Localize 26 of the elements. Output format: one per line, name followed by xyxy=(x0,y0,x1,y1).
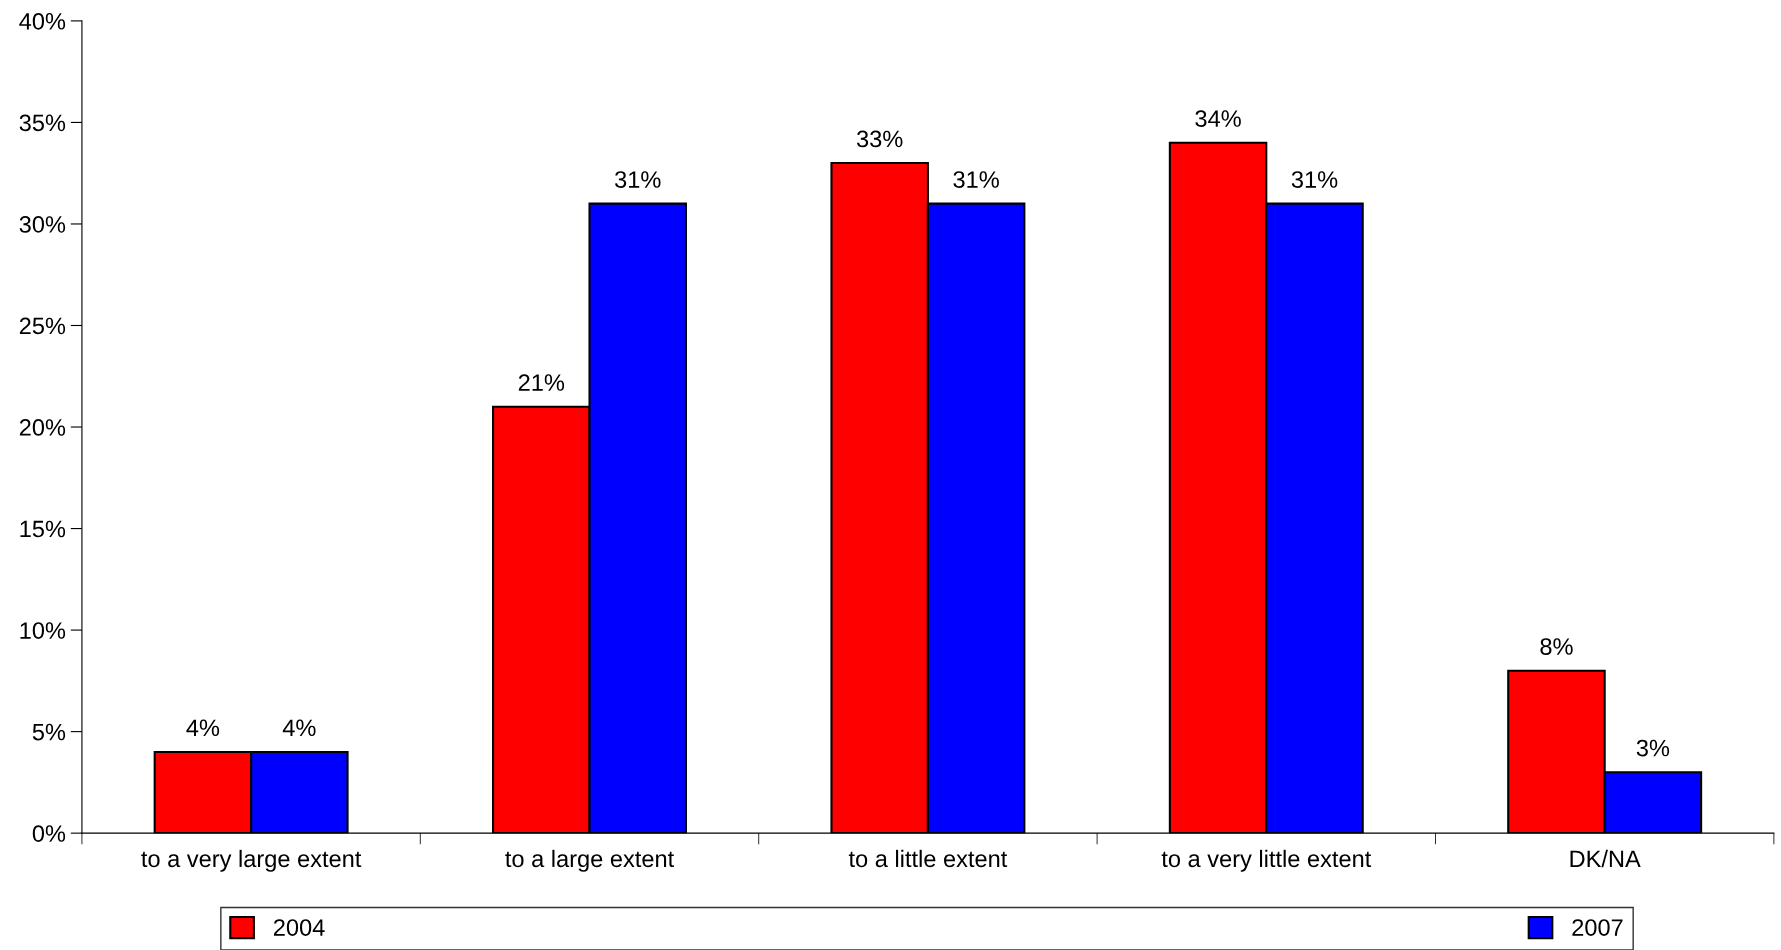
x-tick-label: DK/NA xyxy=(1570,849,1641,868)
y-tick-label: 10% xyxy=(20,622,66,639)
data-label: 34% xyxy=(1195,110,1241,127)
data-label: 8% xyxy=(1540,638,1573,655)
x-tick-label: to a very little extent xyxy=(1161,849,1372,872)
y-tick-label: 15% xyxy=(20,520,66,538)
data-label: 31% xyxy=(1291,171,1338,188)
x-tick-label: to a little extent xyxy=(848,849,1008,868)
data-label: 4% xyxy=(186,719,220,737)
data-label: 3% xyxy=(1636,739,1670,757)
y-tick-label: 20% xyxy=(19,419,66,436)
data-label: 31% xyxy=(953,171,999,188)
y-tick-label: 25% xyxy=(19,317,66,335)
legend-label: 2007 xyxy=(1572,919,1623,936)
y-tick-label: 40% xyxy=(19,12,66,30)
x-tick-label: to a large extent xyxy=(505,849,675,872)
legend-label: 2004 xyxy=(273,919,325,936)
data-label: 31% xyxy=(615,171,661,188)
x-tick-label: to a very large extent xyxy=(141,849,362,872)
data-label: 33% xyxy=(856,130,903,148)
data-label: 4% xyxy=(282,719,316,737)
y-tick-label: 35% xyxy=(19,114,66,132)
data-label: 21% xyxy=(518,374,565,391)
y-tick-label: 0% xyxy=(32,825,66,842)
y-tick-label: 30% xyxy=(19,216,66,233)
y-tick-label: 5% xyxy=(32,723,66,741)
